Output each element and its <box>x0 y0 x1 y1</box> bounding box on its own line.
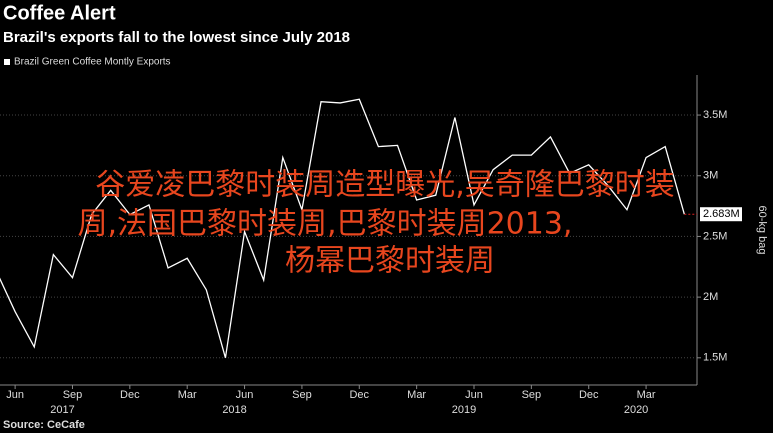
overlay-text: 周,法国巴黎时装周,巴黎时装周2013, <box>78 207 573 242</box>
y-tick-label: 3M <box>703 170 718 182</box>
chart-subtitle: Brazil's exports fall to the lowest sinc… <box>3 29 350 46</box>
year-label: 2017 <box>50 404 74 416</box>
x-tick-label: Mar <box>178 389 197 401</box>
overlay-text: 杨幂巴黎时装周 <box>285 244 495 279</box>
y-tick-label: 3.5M <box>703 109 727 121</box>
legend-swatch <box>4 59 10 65</box>
legend-label: Brazil Green Coffee Montly Exports <box>14 57 171 68</box>
y-axis-title: 60-kg bag <box>756 206 768 255</box>
x-tick-label: Dec <box>579 389 599 401</box>
year-label: 2020 <box>624 404 648 416</box>
x-tick-label: Jun <box>236 389 254 401</box>
y-tick-label: 2M <box>703 291 718 303</box>
y-tick-label: 1.5M <box>703 352 727 364</box>
x-tick-label: Jun <box>6 389 24 401</box>
x-tick-label: Sep <box>292 389 312 401</box>
x-tick-label: Sep <box>522 389 542 401</box>
source: Source: CeCafe <box>3 419 85 431</box>
year-label: 2018 <box>222 404 246 416</box>
y-tick-label: 2.5M <box>703 230 727 242</box>
x-tick-label: Dec <box>120 389 140 401</box>
overlay-text: 谷爱凌巴黎时装周造型曝光,吴奇隆巴黎时装 <box>95 168 675 203</box>
last-value-label: 2.683M <box>703 208 740 220</box>
plot-area <box>0 98 685 358</box>
x-tick-label: Sep <box>63 389 83 401</box>
x-tick-label: Mar <box>407 389 426 401</box>
last-value-box <box>700 207 742 222</box>
chart-title: Coffee Alert <box>3 2 116 24</box>
x-tick-label: Dec <box>349 389 369 401</box>
x-tick-label: Mar <box>637 389 656 401</box>
x-tick-label: Jun <box>465 389 483 401</box>
year-label: 2019 <box>452 404 476 416</box>
data-line <box>0 98 685 358</box>
